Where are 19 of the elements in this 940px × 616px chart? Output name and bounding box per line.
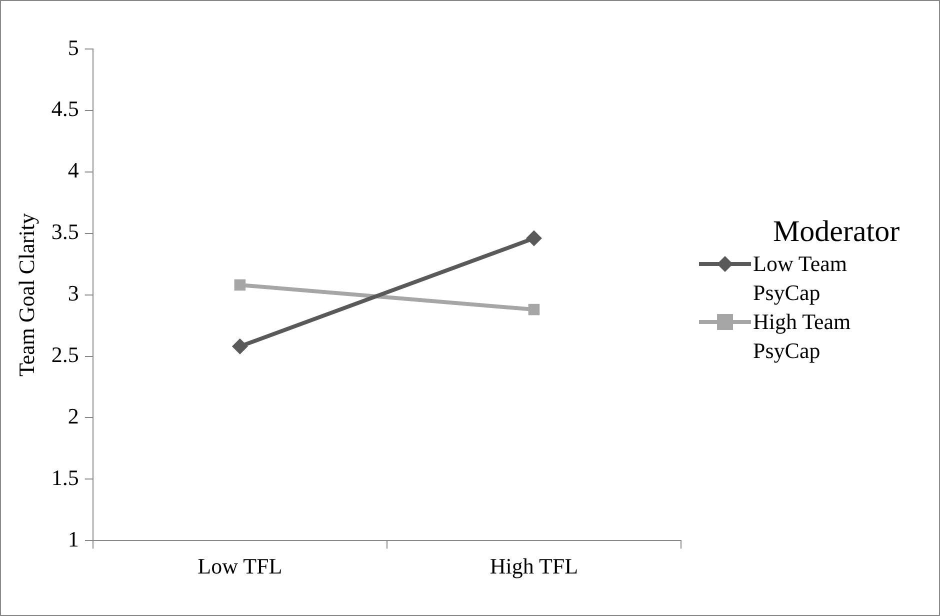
point [234, 279, 246, 291]
point [528, 304, 540, 316]
legend-title: Moderator [773, 215, 901, 249]
point [232, 338, 248, 354]
y-tick-label: 1 [68, 526, 79, 552]
y-tick-label: 2.5 [51, 342, 79, 368]
y-tick-label: 1.5 [51, 464, 79, 490]
legend-label: High Team PsyCap [753, 308, 852, 365]
y-tick-label: 3 [68, 280, 79, 306]
y-tick-label: 5 [68, 34, 79, 60]
y-axis-title: Team Goal Clarity [14, 213, 39, 377]
y-tick-label: 3.5 [51, 219, 79, 244]
y-tick-label: 4.5 [51, 96, 79, 122]
x-tick-label: High TFL [490, 554, 578, 579]
y-tick-label: 2 [68, 403, 79, 428]
x-tick-label: Low TFL [198, 554, 282, 579]
y-tick-label: 4 [68, 158, 79, 183]
point [526, 230, 542, 246]
legend-label: Low Team PsyCap [753, 250, 848, 307]
